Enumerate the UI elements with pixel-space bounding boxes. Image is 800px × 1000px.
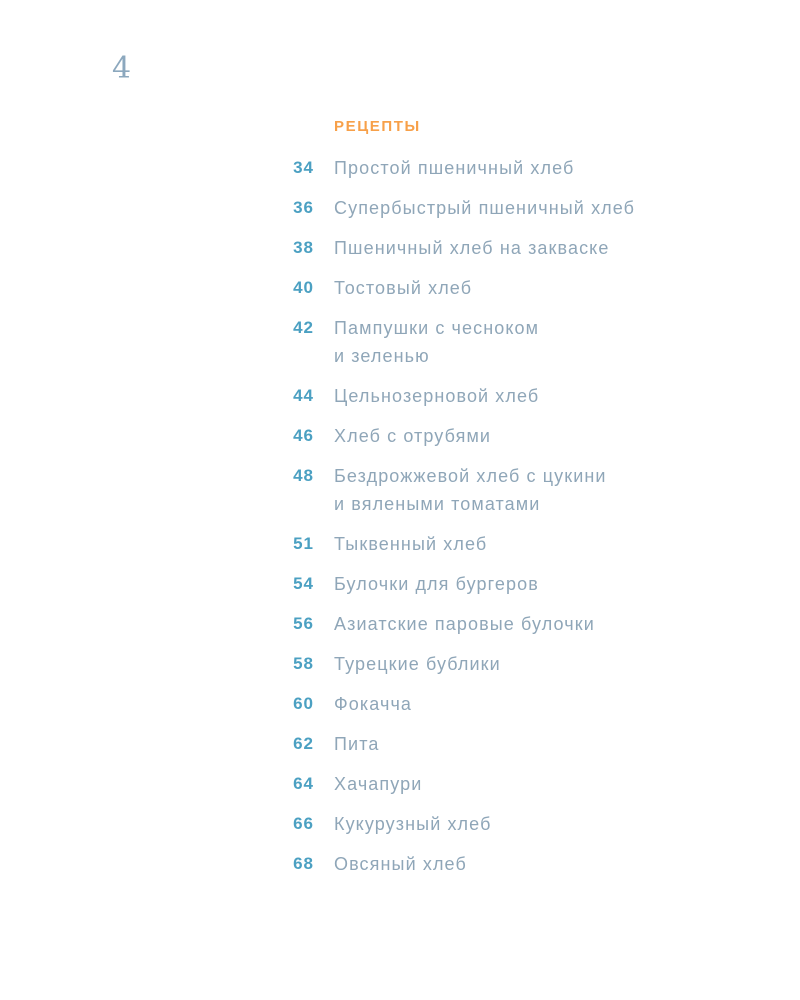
toc-entry-title: Булочки для бургеров: [334, 574, 539, 594]
toc-section-title: РЕЦЕПТЫ: [334, 118, 421, 135]
toc-entry: 34 Простой пшеничный хлеб: [274, 154, 754, 182]
toc-entry: 42 Пампушки с чесноком и зеленью: [274, 314, 754, 370]
toc-entry-page-number: 36: [293, 198, 314, 217]
toc-entry: 51 Тыквенный хлеб: [274, 530, 754, 558]
toc-entry-title: Азиатские паровые булочки: [334, 614, 595, 634]
toc-entry: 36 Супербыстрый пшеничный хлеб: [274, 194, 754, 222]
toc-entry-title: Простой пшеничный хлеб: [334, 158, 575, 178]
page-folio-number: 4: [112, 51, 132, 86]
toc-entry: 58 Турецкие бублики: [274, 650, 754, 678]
toc-entry-title: Пампушки с чесноком и зеленью: [334, 318, 540, 366]
toc-entry-title: Тостовый хлеб: [334, 278, 473, 298]
toc-entry-title: Фокачча: [334, 694, 413, 714]
toc-entry-page-number: 68: [293, 854, 314, 873]
toc-entry: 54 Булочки для бургеров: [274, 570, 754, 598]
toc-entry-title: Пита: [334, 734, 380, 754]
toc-entry-title: Хлеб с отрубями: [334, 426, 492, 446]
toc-entry: 44 Цельнозерновой хлеб: [274, 382, 754, 410]
toc-entry-page-number: 38: [293, 238, 314, 257]
toc-entry: 62 Пита: [274, 730, 754, 758]
toc-entry-page-number: 66: [293, 814, 314, 833]
toc-entry-list: 34 Простой пшеничный хлеб 36 Супербыстры…: [274, 154, 754, 878]
toc-entry-page-number: 64: [293, 774, 314, 793]
toc-entry-title: Бездрожжевой хлеб с цукини и вялеными то…: [334, 466, 607, 514]
toc-entry-page-number: 48: [293, 466, 314, 485]
toc-entry-title: Цельнозерновой хлеб: [334, 386, 540, 406]
toc-entry-title: Хачапури: [334, 774, 423, 794]
toc-entry-page-number: 62: [293, 734, 314, 753]
toc-entry-title: Тыквенный хлеб: [334, 534, 488, 554]
toc-entry: 66 Кукурузный хлеб: [274, 810, 754, 838]
toc-entry: 56 Азиатские паровые булочки: [274, 610, 754, 638]
toc-entry-title: Кукурузный хлеб: [334, 814, 492, 834]
toc-entry-title: Турецкие бублики: [334, 654, 501, 674]
toc-entry-title: Пшеничный хлеб на закваске: [334, 238, 610, 258]
toc-entry-page-number: 60: [293, 694, 314, 713]
toc-entry-page-number: 44: [293, 386, 314, 405]
toc-entry-title: Супербыстрый пшеничный хлеб: [334, 198, 636, 218]
toc-entry-page-number: 51: [293, 534, 314, 553]
toc-entry-page-number: 42: [293, 318, 314, 337]
toc-entry: 40 Тостовый хлеб: [274, 274, 754, 302]
toc-entry-title: Овсяный хлеб: [334, 854, 467, 874]
table-of-contents: РЕЦЕПТЫ 34 Простой пшеничный хлеб 36 Суп…: [274, 119, 754, 890]
toc-entry-page-number: 40: [293, 278, 314, 297]
toc-entry: 68 Овсяный хлеб: [274, 850, 754, 878]
toc-entry: 46 Хлеб с отрубями: [274, 422, 754, 450]
toc-entry: 60 Фокачча: [274, 690, 754, 718]
toc-entry-page-number: 58: [293, 654, 314, 673]
toc-entry-page-number: 46: [293, 426, 314, 445]
toc-entry: 48 Бездрожжевой хлеб с цукини и вялеными…: [274, 462, 754, 518]
toc-entry-page-number: 56: [293, 614, 314, 633]
toc-entry-page-number: 54: [293, 574, 314, 593]
toc-entry: 64 Хачапури: [274, 770, 754, 798]
toc-entry: 38 Пшеничный хлеб на закваске: [274, 234, 754, 262]
toc-entry-page-number: 34: [293, 158, 314, 177]
